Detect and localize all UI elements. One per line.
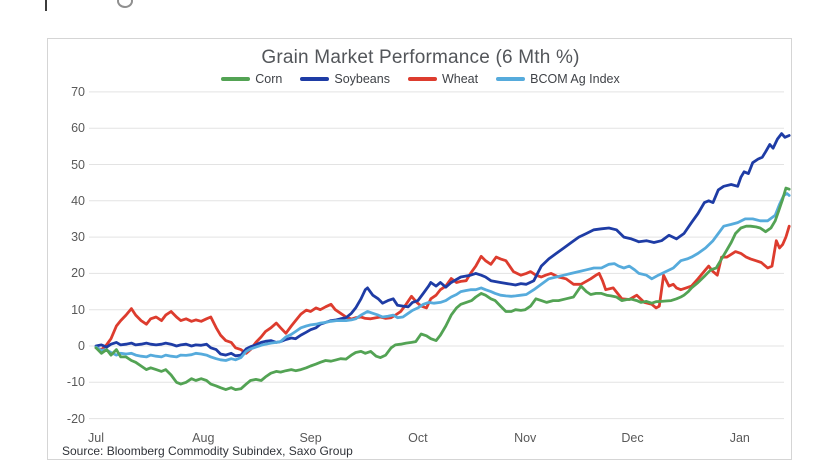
series-line-soybeans bbox=[94, 132, 791, 358]
legend-swatch bbox=[221, 77, 251, 81]
legend-swatch bbox=[407, 77, 437, 81]
chart-legend: Corn Soybeans Wheat BCOM Ag Index bbox=[48, 70, 793, 88]
source-note: Source: Bloomberg Commodity Subindex, Sa… bbox=[62, 444, 353, 458]
y-tick-label-10: 10 bbox=[71, 302, 85, 317]
legend-label: Wheat bbox=[441, 72, 479, 86]
legend-item-soybeans: Soybeans bbox=[300, 72, 390, 86]
series-line-wheat bbox=[94, 224, 791, 355]
x-tick-label-nov: Nov bbox=[514, 431, 537, 445]
y-tick-label--20: -20 bbox=[66, 411, 85, 426]
x-tick-label-jul: Jul bbox=[88, 431, 104, 445]
chart-title: Grain Market Performance (6 Mth %) bbox=[261, 47, 580, 68]
x-tick-label-oct: Oct bbox=[408, 431, 428, 445]
x-tick-label-sep: Sep bbox=[299, 431, 322, 445]
legend-label: Soybeans bbox=[334, 72, 390, 86]
y-tick-label--10: -10 bbox=[66, 375, 85, 390]
legend-label: Corn bbox=[255, 72, 283, 86]
series-line-corn bbox=[94, 186, 791, 392]
x-tick-label-aug: Aug bbox=[192, 431, 215, 445]
y-tick-label-20: 20 bbox=[71, 266, 85, 281]
legend-swatch bbox=[496, 77, 526, 81]
legend-item-bcom-ag-index: BCOM Ag Index bbox=[496, 72, 620, 86]
y-tick-label-30: 30 bbox=[71, 230, 85, 245]
chart-card: Grain Market Performance (6 Mth %) Corn S… bbox=[47, 38, 792, 460]
clipped-text-stroke bbox=[45, 0, 47, 11]
y-tick-label-60: 60 bbox=[71, 121, 85, 136]
legend-label: BCOM Ag Index bbox=[530, 72, 620, 86]
y-tick-label-0: 0 bbox=[78, 339, 85, 353]
legend-item-corn: Corn bbox=[221, 72, 282, 86]
y-tick-label-70: 70 bbox=[71, 84, 85, 99]
series-line-bcom-ag-index bbox=[94, 192, 791, 362]
y-tick-label-50: 50 bbox=[71, 157, 85, 172]
line-chart bbox=[89, 91, 791, 420]
x-tick-label-jan: Jan bbox=[729, 431, 750, 445]
x-tick-label-dec: Dec bbox=[621, 431, 644, 445]
legend-item-wheat: Wheat bbox=[407, 72, 479, 86]
clipped-text-arc bbox=[117, 0, 133, 8]
y-tick-label-40: 40 bbox=[71, 193, 85, 208]
legend-swatch bbox=[300, 77, 330, 81]
